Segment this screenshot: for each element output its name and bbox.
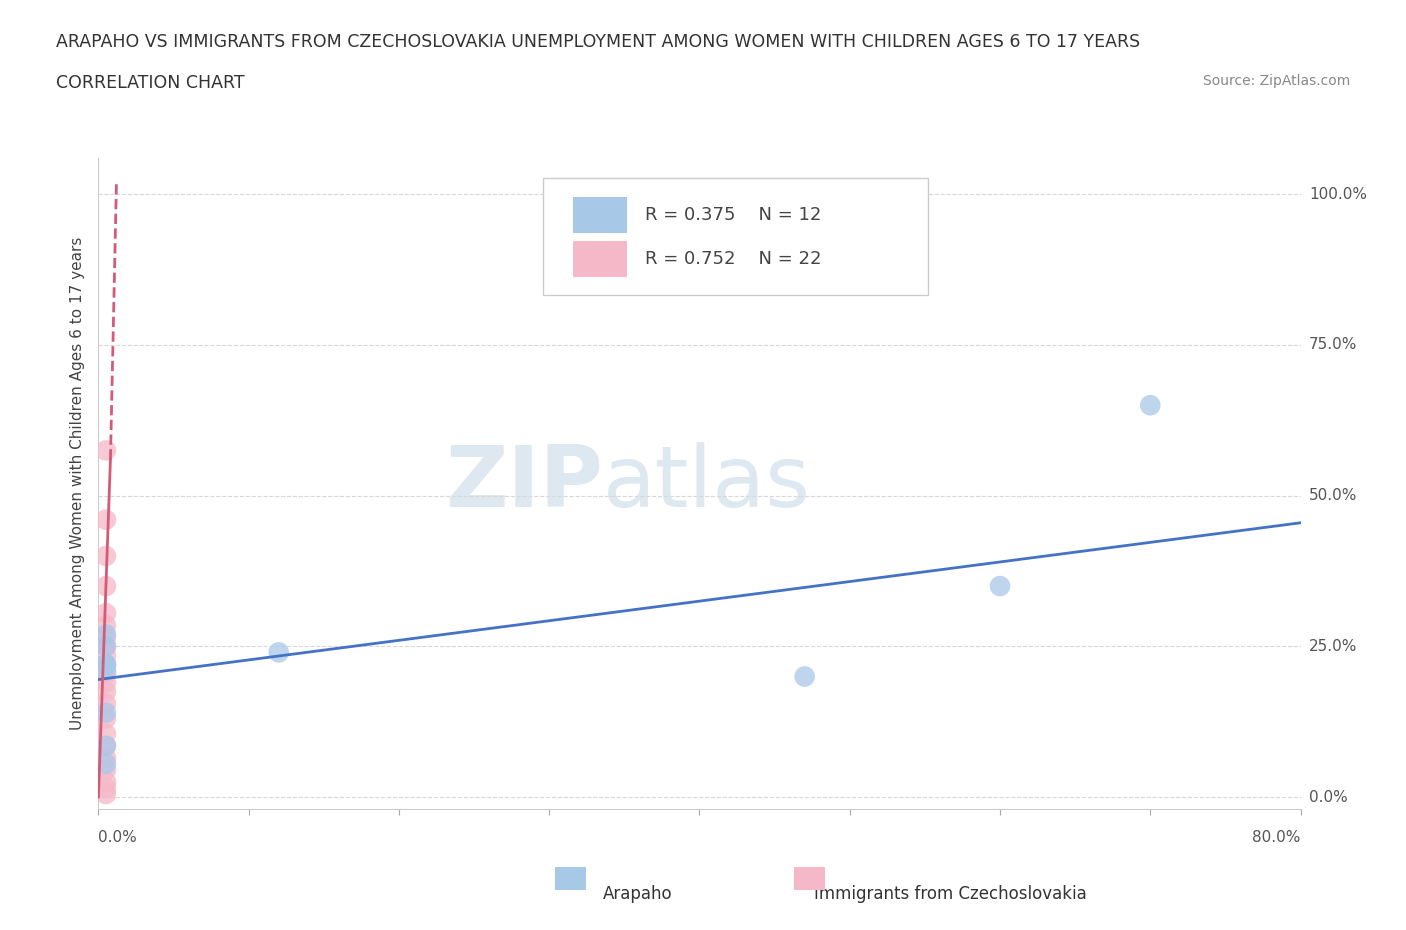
Point xyxy=(94,639,117,654)
FancyBboxPatch shape xyxy=(574,241,627,276)
Point xyxy=(94,751,117,765)
Text: CORRELATION CHART: CORRELATION CHART xyxy=(56,74,245,92)
Text: 80.0%: 80.0% xyxy=(1253,830,1301,844)
Text: R = 0.375    N = 12: R = 0.375 N = 12 xyxy=(645,206,821,224)
Y-axis label: Unemployment Among Women with Children Ages 6 to 17 years: Unemployment Among Women with Children A… xyxy=(70,237,86,730)
Point xyxy=(267,644,290,659)
Text: 25.0%: 25.0% xyxy=(1309,639,1357,654)
Point xyxy=(94,657,117,671)
Point xyxy=(94,578,117,593)
Point xyxy=(988,578,1011,593)
Point xyxy=(94,756,117,771)
Text: Arapaho: Arapaho xyxy=(603,884,673,903)
Text: 50.0%: 50.0% xyxy=(1309,488,1357,503)
Point xyxy=(1139,398,1161,413)
Point xyxy=(94,605,117,620)
Point xyxy=(94,763,117,777)
Point xyxy=(94,630,117,644)
Point xyxy=(94,684,117,699)
Point xyxy=(94,711,117,726)
Point xyxy=(94,657,117,671)
Point xyxy=(94,663,117,678)
Text: Source: ZipAtlas.com: Source: ZipAtlas.com xyxy=(1202,74,1350,88)
FancyBboxPatch shape xyxy=(543,178,928,295)
Point xyxy=(94,648,117,663)
Point xyxy=(94,775,117,790)
Point xyxy=(94,787,117,802)
Point xyxy=(94,666,117,681)
Point xyxy=(94,443,117,458)
Text: atlas: atlas xyxy=(603,442,811,525)
Point xyxy=(94,705,117,720)
Point xyxy=(94,697,117,711)
Point xyxy=(94,512,117,527)
Text: 0.0%: 0.0% xyxy=(98,830,138,844)
Point xyxy=(94,780,117,795)
Text: ZIP: ZIP xyxy=(446,442,603,525)
Point xyxy=(94,738,117,753)
FancyBboxPatch shape xyxy=(574,197,627,233)
Point xyxy=(94,639,117,654)
Text: R = 0.752    N = 22: R = 0.752 N = 22 xyxy=(645,250,823,268)
Text: Immigrants from Czechoslovakia: Immigrants from Czechoslovakia xyxy=(814,884,1087,903)
Point xyxy=(94,726,117,741)
Text: 100.0%: 100.0% xyxy=(1309,187,1367,202)
Point xyxy=(94,549,117,564)
Text: 0.0%: 0.0% xyxy=(1309,790,1347,804)
Point xyxy=(94,675,117,690)
Point xyxy=(793,669,815,684)
Text: ARAPAHO VS IMMIGRANTS FROM CZECHOSLOVAKIA UNEMPLOYMENT AMONG WOMEN WITH CHILDREN: ARAPAHO VS IMMIGRANTS FROM CZECHOSLOVAKI… xyxy=(56,33,1140,50)
Point xyxy=(94,738,117,753)
Text: 75.0%: 75.0% xyxy=(1309,338,1357,352)
Point xyxy=(94,618,117,632)
Point xyxy=(94,627,117,642)
Point xyxy=(94,657,117,671)
